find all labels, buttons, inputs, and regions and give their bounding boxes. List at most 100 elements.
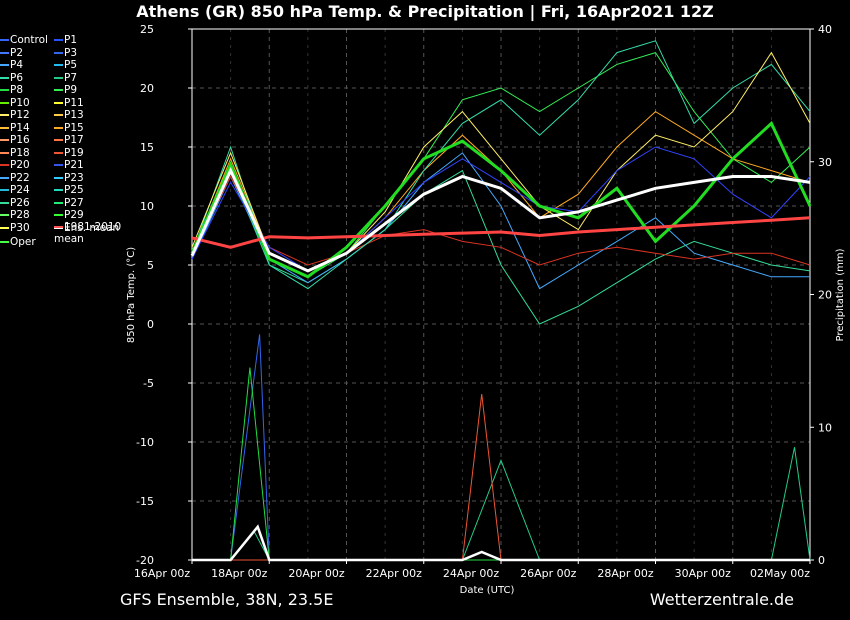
legend-label: P30 [10, 221, 30, 234]
y2-tick-label: 0 [818, 554, 825, 567]
legend-entry-oper: Oper [0, 236, 36, 249]
legend-label: P27 [64, 196, 84, 209]
legend-swatch [54, 114, 63, 116]
legend-entry: P19 [54, 147, 84, 160]
legend-entry: P26 [0, 197, 30, 210]
legend-entry: P18 [0, 147, 30, 160]
y2-tick-label: 30 [818, 156, 832, 169]
y-tick-label: 20 [140, 82, 154, 95]
legend-swatch [0, 126, 9, 129]
legend-label: P6 [10, 71, 24, 84]
x-axis-label: Date (UTC) [460, 585, 515, 596]
y2-axis-label: Precipitation (mm) [835, 248, 846, 341]
legend-swatch [54, 164, 63, 166]
x-tick-label: 28Apr 00z [597, 567, 654, 580]
legend-entry: P13 [54, 109, 84, 122]
legend-label: P22 [10, 171, 30, 184]
legend-swatch [0, 39, 9, 41]
legend-label: P29 [64, 209, 84, 221]
legend-swatch [0, 114, 9, 116]
legend-entry: P2 [0, 47, 23, 60]
legend-entry: P15 [54, 122, 84, 135]
legend-label: P1 [64, 34, 78, 46]
legend-entry: P14 [0, 122, 30, 135]
legend-swatch [54, 151, 63, 154]
y-tick-label: 25 [140, 23, 154, 36]
legend-swatch [0, 226, 9, 229]
legend-label: P13 [64, 109, 84, 121]
legend-entry: P5 [54, 59, 77, 72]
legend-swatch [0, 164, 9, 166]
x-tick-label: 22Apr 00z [366, 567, 423, 580]
legend-swatch [54, 126, 63, 129]
x-tick-label: 16Apr 00z [134, 567, 191, 580]
chart-title: Athens (GR) 850 hPa Temp. & Precipitatio… [136, 2, 714, 21]
legend-swatch [54, 201, 63, 204]
legend-swatch [0, 51, 9, 54]
x-tick-label: 02May 00z [750, 567, 810, 580]
legend-swatch [54, 189, 63, 191]
legend-entry: P28 [0, 209, 30, 222]
legend-label: P28 [10, 209, 30, 221]
precip-series [192, 334, 811, 562]
legend-label: P26 [10, 196, 30, 209]
legend-label: P21 [64, 159, 84, 171]
y-tick-label: 10 [140, 200, 154, 213]
precip-line-ens-mean [192, 524, 810, 562]
series-line-p26 [191, 169, 811, 325]
legend-label: P19 [64, 146, 84, 159]
legend-swatch [54, 76, 63, 79]
legend-swatch [54, 64, 63, 66]
legend-swatch [0, 201, 9, 204]
legend-swatch [0, 76, 9, 79]
legend-entry-climate-mean: 1981-2010 mean [54, 221, 124, 245]
y-axis-label: 850 hPa Temp. (°C) [126, 247, 137, 343]
x-tick-label: 26Apr 00z [520, 567, 577, 580]
series-line-ens-mean [190, 167, 811, 273]
legend-swatch [54, 139, 63, 141]
x-tick-label: 24Apr 00z [443, 567, 500, 580]
legend-label: P12 [10, 109, 30, 121]
legend-entry: Control [0, 34, 48, 47]
legend-label: P7 [64, 71, 78, 84]
legend-label: P4 [10, 59, 24, 71]
legend-entry: P3 [54, 47, 77, 60]
legend-swatch [54, 51, 63, 54]
legend-label: P14 [10, 121, 30, 134]
legend-label: Ens. mean [64, 221, 120, 234]
legend-entry: P22 [0, 172, 30, 185]
legend-label: P25 [64, 184, 84, 196]
y-tick-label: 15 [140, 141, 154, 154]
y-tick-label: -15 [136, 495, 154, 508]
legend-label: P2 [10, 46, 24, 59]
y-tick-label: 0 [147, 318, 154, 331]
footer-source: GFS Ensemble, 38N, 23.5E [120, 590, 334, 609]
legend-label: Control [10, 34, 48, 46]
legend-label: 1981-2010 mean [54, 221, 122, 245]
y2-tick-label: 40 [818, 23, 832, 36]
y-tick-label: -10 [136, 436, 154, 449]
legend-entry: P17 [54, 134, 84, 147]
legend-swatch [0, 241, 9, 243]
legend-swatch [0, 64, 9, 66]
legend-label: Oper [10, 236, 36, 248]
legend-label: P8 [10, 84, 24, 96]
x-tick-label: 18Apr 00z [211, 567, 268, 580]
legend-label: P20 [10, 159, 30, 171]
series-line-oper [190, 120, 812, 279]
legend-swatch [0, 151, 9, 154]
legend-swatch [0, 89, 9, 91]
legend-swatch [54, 176, 63, 179]
legend-label: P24 [10, 184, 30, 196]
legend-entry: P9 [54, 84, 77, 97]
y-tick-label: 5 [147, 259, 154, 272]
legend-label: P15 [64, 121, 84, 134]
y-tick-label: -5 [143, 377, 154, 390]
legend-label: P3 [64, 46, 78, 59]
legend-entry: P27 [54, 197, 84, 210]
legend-label: P10 [10, 96, 30, 109]
legend-entry: P7 [54, 72, 77, 85]
footer-brand: Wetterzentrale.de [649, 590, 794, 609]
legend-entry: P12 [0, 109, 30, 122]
